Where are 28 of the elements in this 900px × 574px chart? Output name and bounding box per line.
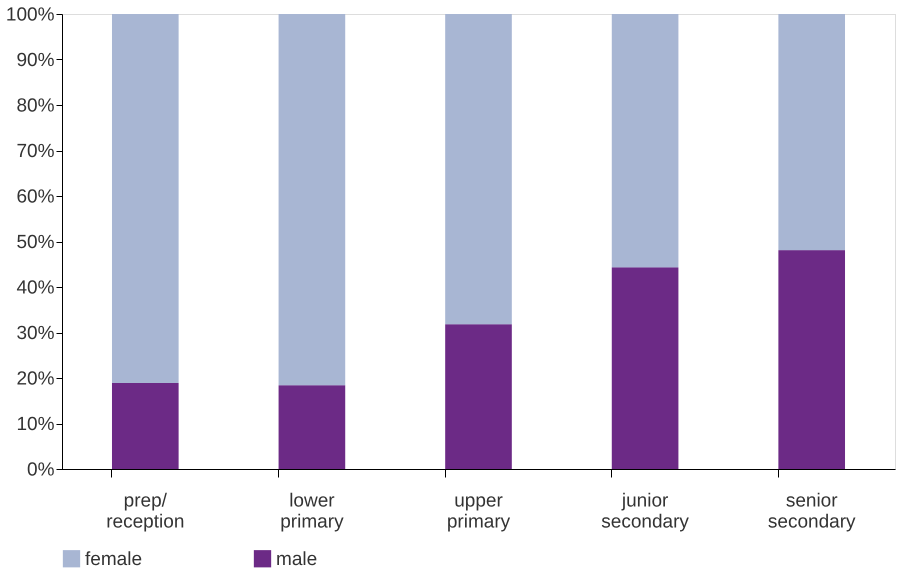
y-tick-label: 30% [16,323,55,344]
bar [112,383,179,469]
y-tick-label: 0% [27,460,55,480]
bar [778,250,846,469]
y-tick-label: 60% [16,186,55,208]
y-tick-label: 10% [16,414,55,435]
bar [112,14,179,384]
bar [278,14,346,386]
x-tick-label: prep/ reception [106,490,184,532]
y-tick-label: 70% [16,141,55,162]
y-tick-label: 100% [6,4,55,26]
y-tick-label: 40% [16,278,55,298]
bar [445,324,512,469]
bar [278,385,346,469]
legend-label: male [276,548,318,570]
x-tick-label: lower primary [280,490,344,532]
bar [612,267,678,469]
bar [612,14,678,268]
bar [778,14,846,250]
y-tick-label: 90% [16,50,55,71]
y-tick-label: 20% [16,368,55,390]
x-tick-label: upper primary [446,490,511,532]
y-tick-label: 50% [16,232,55,253]
bar [445,14,512,324]
y-tick-label: 80% [16,96,55,116]
legend-label: female [85,548,142,570]
x-tick-label: junior secondary [601,490,690,532]
x-tick-label: senior secondary [768,490,856,532]
